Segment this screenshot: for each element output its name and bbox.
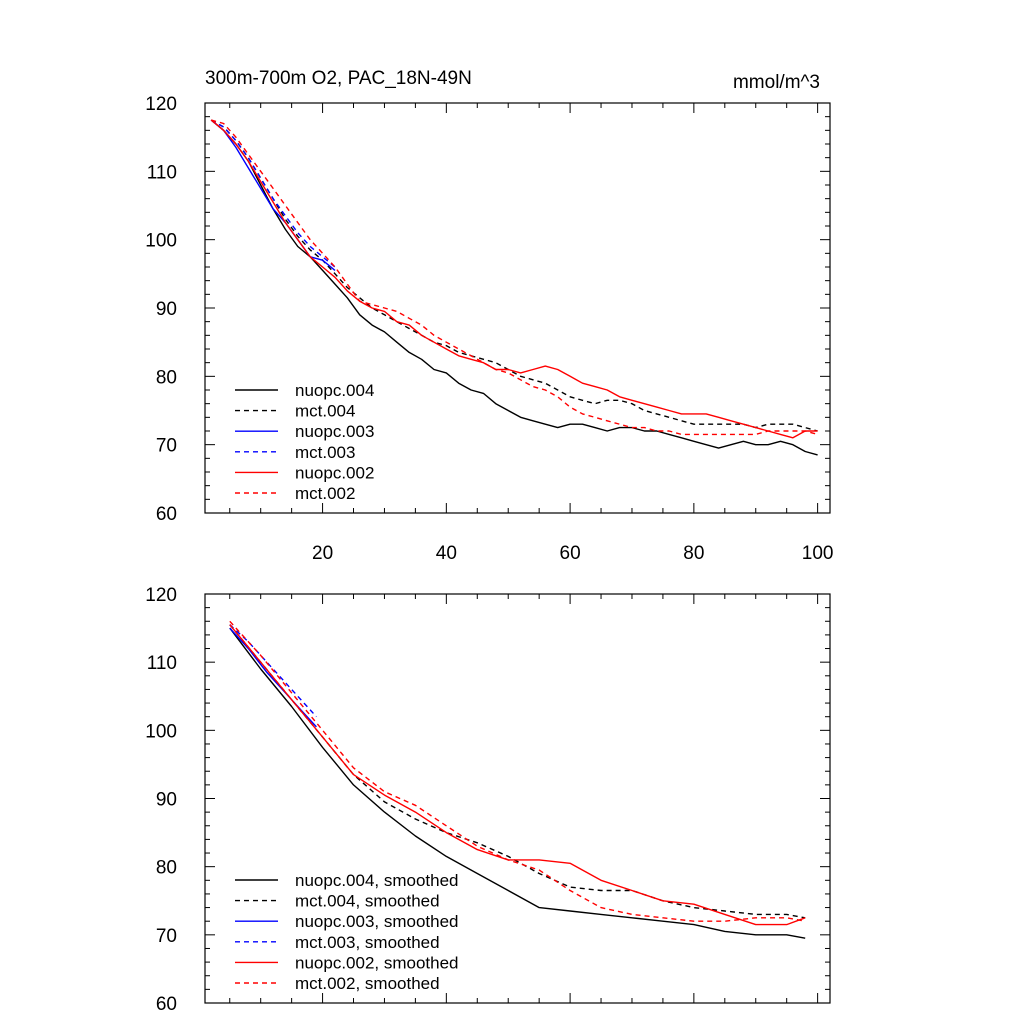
legend-label: nuopc.003, smoothed	[295, 912, 459, 931]
y-tick-label: 70	[156, 926, 177, 947]
legend-label: mct.003	[295, 443, 355, 462]
y-tick-label: 120	[145, 585, 177, 606]
legend-label: mct.002	[295, 484, 355, 503]
series-line	[229, 624, 317, 718]
series-line	[229, 627, 317, 728]
series-line	[229, 627, 806, 939]
x-tick-label: 80	[683, 543, 704, 564]
series-line	[211, 119, 818, 436]
legend-label: nuopc.004	[295, 381, 374, 400]
legend-label: mct.004	[295, 402, 355, 421]
legend-label: nuopc.004, smoothed	[295, 871, 459, 890]
y-tick-label: 60	[156, 504, 177, 525]
legend-label: nuopc.003	[295, 422, 374, 441]
x-tick-label: 100	[802, 543, 834, 564]
legend-label: nuopc.002, smoothed	[295, 953, 459, 972]
y-tick-label: 70	[156, 436, 177, 457]
y-tick-label: 60	[156, 994, 177, 1015]
y-tick-label: 100	[145, 231, 177, 252]
series-line	[210, 119, 818, 439]
chart-title: 300m-700m O2, PAC_18N-49N	[205, 68, 472, 89]
y-tick-label: 110	[147, 653, 177, 674]
series-line	[210, 119, 336, 271]
legend-label: mct.003, smoothed	[295, 933, 440, 952]
x-tick-label: 20	[312, 543, 333, 564]
panel-top: 60 70 80 90 100 110 120 20 40 60 80 100 300m-700m O2…	[145, 68, 833, 564]
y-tick-label: 80	[156, 367, 177, 388]
series-line	[229, 624, 806, 926]
series-line	[229, 620, 806, 922]
y-tick-label: 110	[147, 162, 177, 183]
legend-label: mct.004, smoothed	[295, 892, 440, 911]
units-label: mmol/m^3	[733, 72, 820, 93]
legend-label: nuopc.002	[295, 463, 374, 482]
series-line	[210, 119, 818, 432]
x-tick-label: 60	[560, 543, 581, 564]
legend-label: mct.002, smoothed	[295, 974, 440, 993]
x-tick-label: 40	[436, 543, 457, 564]
panel-bottom: 60 70 80 90 100 110 120 nuopc.004, smoothed mct.…	[145, 585, 831, 1015]
y-tick-label: 80	[156, 858, 177, 879]
y-tick-label: 90	[156, 299, 177, 320]
series-line	[210, 119, 336, 268]
y-tick-label: 90	[156, 790, 177, 811]
y-tick-label: 120	[145, 94, 177, 115]
y-tick-label: 100	[145, 721, 177, 742]
